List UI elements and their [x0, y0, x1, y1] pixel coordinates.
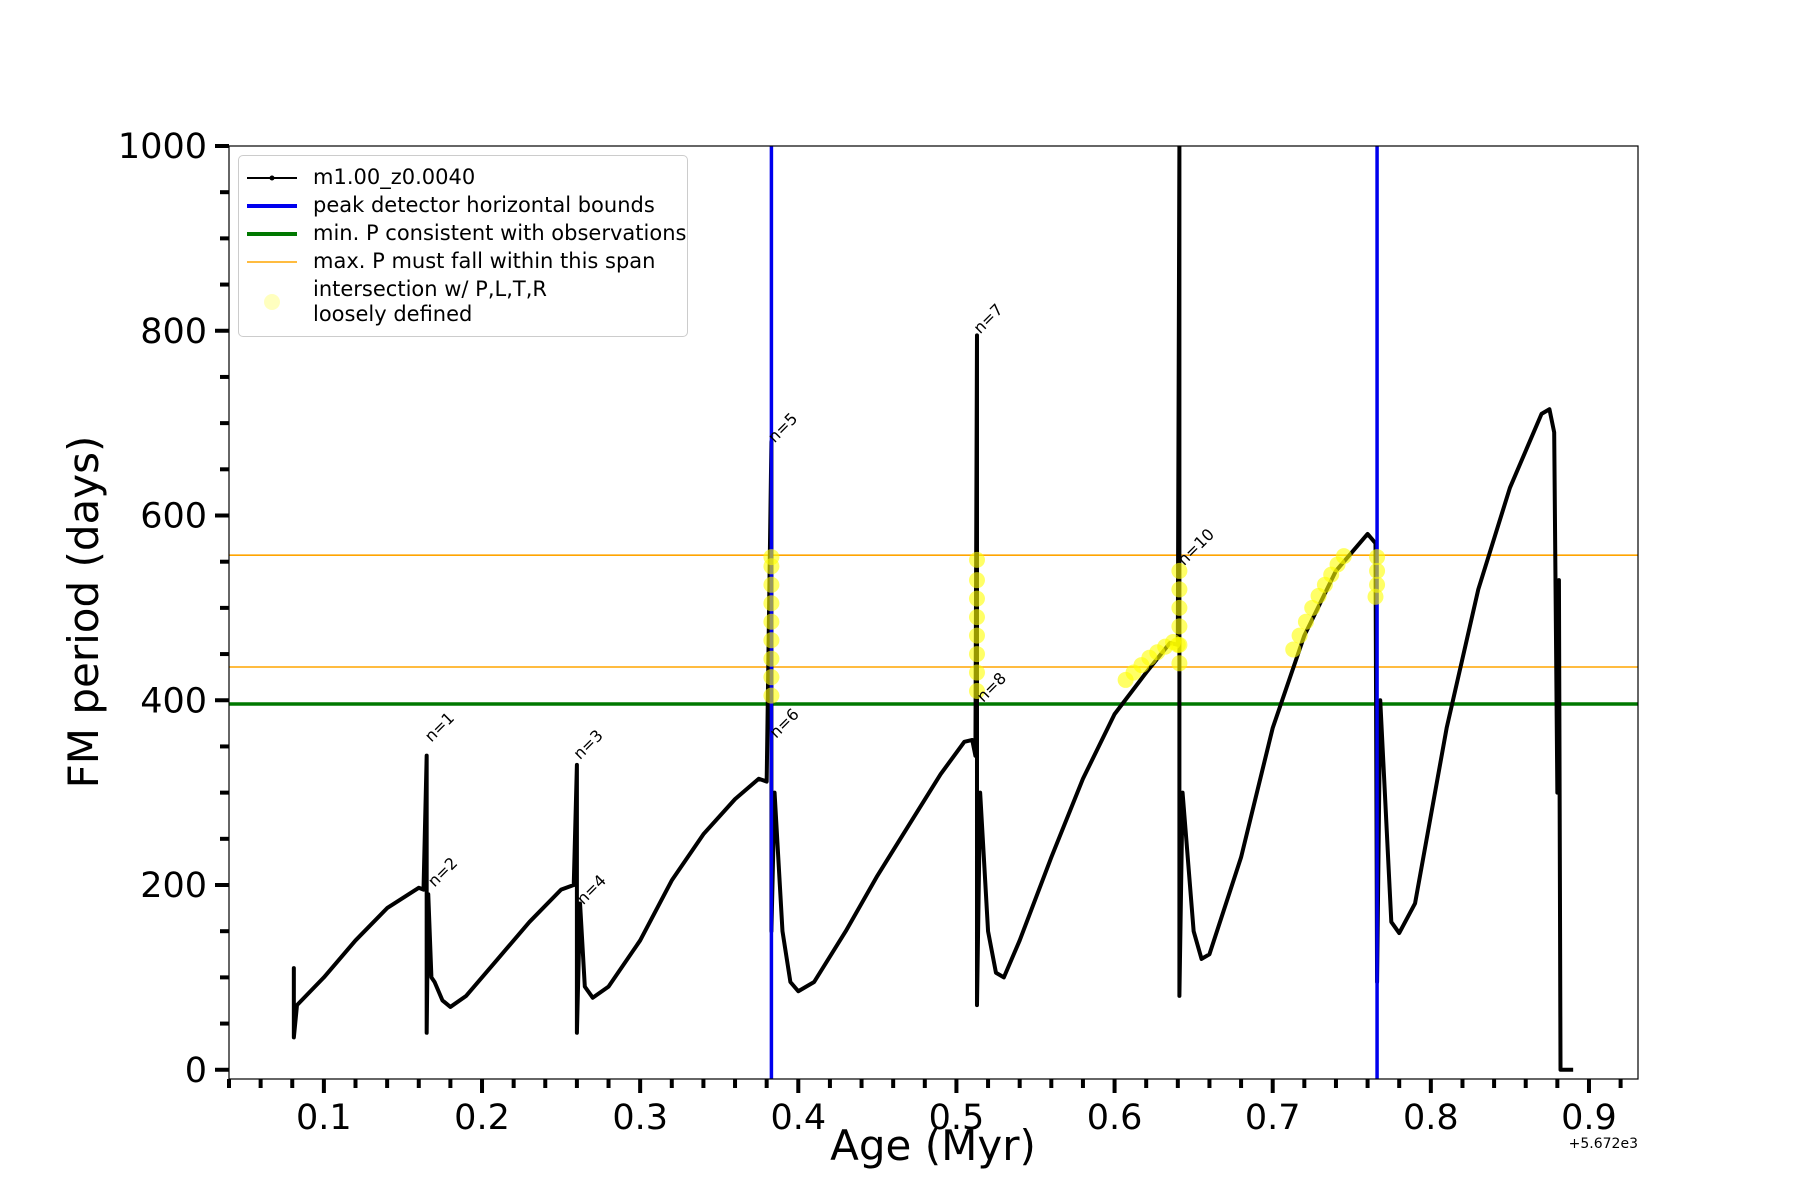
intersection-point — [968, 646, 985, 663]
intersection-point — [763, 650, 780, 667]
intersection-point — [968, 683, 985, 700]
intersection-point — [1171, 655, 1188, 672]
x-tick-label: 0.6 — [1087, 1098, 1143, 1138]
x-tick-label: 0.3 — [612, 1098, 668, 1138]
intersection-point — [968, 572, 985, 589]
intersection-point — [763, 632, 780, 649]
x-tick-label: 0.9 — [1561, 1098, 1617, 1138]
legend-swatch — [247, 203, 297, 208]
x-tick-label: 0.7 — [1245, 1098, 1301, 1138]
annotation: n=3 — [569, 726, 606, 763]
y-tick-label: 1000 — [118, 127, 207, 167]
intersection-point — [1171, 599, 1188, 616]
intersection-point — [1369, 576, 1386, 593]
intersection-point — [1171, 581, 1188, 598]
plot-frame — [228, 145, 1639, 1080]
intersection-point — [1304, 599, 1321, 616]
intersection-point — [1297, 613, 1314, 630]
intersection-point — [1171, 562, 1188, 579]
intersection-point — [968, 551, 985, 568]
y-axis-label: FM period (days) — [59, 436, 108, 789]
intersection-point — [968, 664, 985, 681]
intersection-point — [763, 613, 780, 630]
legend-dot — [269, 175, 275, 180]
plot-area — [229, 146, 1638, 1079]
y-tick-label: 800 — [140, 312, 207, 352]
annotation: n=7 — [970, 300, 1007, 337]
x-offset-label: +5.672e3 — [1569, 1136, 1638, 1152]
y-tick-label: 200 — [140, 866, 207, 906]
intersection-point — [1369, 549, 1386, 566]
annotation: n=2 — [424, 853, 461, 890]
x-tick-label: 0.2 — [454, 1098, 510, 1138]
x-tick-label: 0.4 — [770, 1098, 826, 1138]
intersection-point — [968, 590, 985, 607]
intersection-point — [1285, 641, 1302, 658]
annotation: n=1 — [421, 708, 458, 745]
legend-label: m1.00_z0.0040 — [313, 165, 476, 189]
legend-entry: max. P must fall within this span — [239, 249, 687, 274]
intersection-point — [968, 609, 985, 626]
intersection-point — [1369, 562, 1386, 579]
legend-swatch — [247, 260, 297, 263]
y-tick-label: 0 — [185, 1051, 207, 1091]
legend-label: intersection w/ P,L,T,R loosely defined — [313, 277, 547, 326]
intersection-point — [763, 549, 780, 566]
annotation: n=5 — [764, 409, 801, 446]
x-tick-label: 0.8 — [1403, 1098, 1459, 1138]
legend-swatch — [264, 294, 280, 310]
legend-label: min. P consistent with observations — [313, 221, 687, 245]
intersection-point — [763, 595, 780, 612]
x-tick-label: 0.5 — [929, 1098, 985, 1138]
legend-entry: m1.00_z0.0040 — [239, 165, 687, 190]
intersection-point — [1171, 636, 1188, 653]
intersection-point — [763, 687, 780, 704]
legend-swatch — [247, 231, 297, 236]
intersection-point — [763, 669, 780, 686]
legend-label: max. P must fall within this span — [313, 249, 656, 273]
x-axis-label: Age (Myr) — [830, 1121, 1036, 1170]
legend-label: peak detector horizontal bounds — [313, 193, 655, 217]
legend-swatch — [247, 175, 297, 180]
intersection-point — [1291, 627, 1308, 644]
legend-entry: peak detector horizontal bounds — [239, 193, 687, 218]
legend-entry: intersection w/ P,L,T,R loosely defined — [239, 277, 687, 327]
legend-entry: min. P consistent with observations — [239, 221, 687, 246]
intersection-point — [1367, 588, 1384, 605]
y-tick-label: 400 — [140, 681, 207, 721]
x-tick-label: 0.1 — [296, 1098, 352, 1138]
y-tick-label: 600 — [140, 497, 207, 537]
legend-marker — [264, 294, 280, 310]
intersection-point — [968, 627, 985, 644]
intersection-point — [1171, 618, 1188, 635]
intersection-point — [1335, 548, 1352, 565]
intersection-point — [763, 576, 780, 593]
